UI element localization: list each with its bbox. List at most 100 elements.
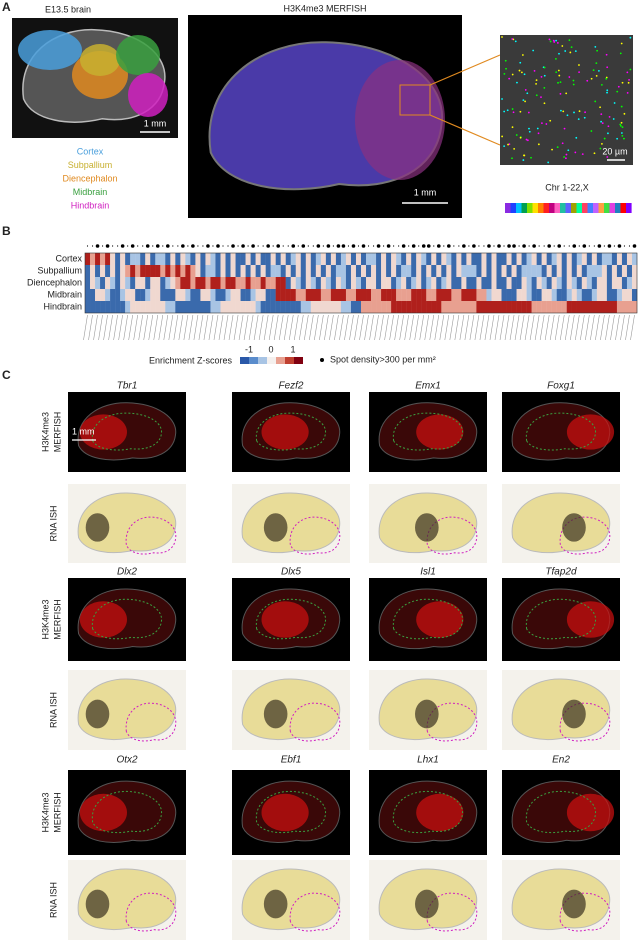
heatmap-cell bbox=[270, 301, 276, 313]
heatmap-cell bbox=[411, 277, 417, 289]
gene-tick bbox=[569, 314, 575, 341]
heatmap-cell bbox=[175, 301, 181, 313]
heatmap-cell bbox=[381, 277, 387, 289]
heatmap-cell bbox=[411, 301, 417, 313]
heatmap-cell bbox=[235, 289, 241, 301]
density-dot bbox=[91, 245, 94, 247]
region-outline bbox=[91, 598, 162, 640]
zoom-spot bbox=[561, 142, 564, 145]
heatmap-cell bbox=[571, 253, 577, 265]
heatmap-cell bbox=[345, 289, 352, 301]
heatmap-cell bbox=[225, 265, 231, 277]
chr-swatch bbox=[565, 203, 572, 213]
density-dot bbox=[453, 245, 455, 247]
gene-tick bbox=[549, 314, 555, 341]
heatmap-cell bbox=[606, 289, 613, 301]
zoom-spot bbox=[501, 98, 503, 100]
heatmap-cell bbox=[591, 277, 598, 289]
heatmap-cell bbox=[160, 253, 166, 265]
heatmap-cell bbox=[451, 277, 457, 289]
heatmap-cell bbox=[581, 289, 588, 301]
gene-tick bbox=[148, 314, 154, 341]
heatmap-cell bbox=[496, 289, 502, 301]
zoom-spot bbox=[503, 72, 506, 75]
heatmap-cell bbox=[396, 253, 402, 265]
heatmap-cell bbox=[406, 265, 412, 277]
heatmap-cell bbox=[551, 253, 557, 265]
gene-tick bbox=[519, 314, 525, 341]
heatmap-cell bbox=[120, 265, 126, 277]
density-dot bbox=[487, 244, 491, 248]
gene-tick bbox=[183, 314, 189, 341]
heatmap-cell bbox=[210, 289, 216, 301]
density-dot bbox=[227, 245, 229, 247]
heatmap-cell bbox=[175, 265, 181, 277]
density-dot bbox=[181, 244, 185, 248]
heatmap-cell bbox=[135, 289, 141, 301]
chr-swatch bbox=[532, 203, 539, 213]
heatmap-cell bbox=[471, 253, 477, 265]
heatmap-cell bbox=[220, 277, 226, 289]
heatmap-row-label: Subpallium bbox=[37, 265, 82, 275]
colorbar-swatch bbox=[285, 357, 294, 364]
zoom-spot bbox=[606, 156, 609, 158]
heatmap-cell bbox=[516, 265, 522, 277]
heatmap-cell bbox=[105, 265, 111, 277]
zoom-spot bbox=[565, 92, 568, 95]
density-dot bbox=[282, 245, 284, 247]
region-overlay bbox=[116, 35, 160, 75]
zoom-spot bbox=[616, 90, 619, 93]
gene-tick bbox=[203, 314, 209, 341]
heatmap-cell bbox=[511, 277, 517, 289]
zoom-spot bbox=[536, 127, 539, 130]
heatmap-cell bbox=[250, 289, 256, 301]
gene-tick bbox=[163, 314, 169, 341]
chr-swatch bbox=[505, 203, 511, 213]
heatmap-cell bbox=[536, 253, 542, 265]
chr-swatch bbox=[510, 203, 517, 213]
heatmap-cell bbox=[290, 253, 296, 265]
heatmap-cell bbox=[586, 253, 593, 265]
heatmap-cell bbox=[606, 253, 613, 265]
heatmap-cell bbox=[300, 253, 306, 265]
heatmap-cell bbox=[160, 289, 166, 301]
heatmap-cell bbox=[235, 253, 241, 265]
gene-tick bbox=[539, 314, 545, 341]
density-dot bbox=[101, 245, 104, 247]
heatmap-cell bbox=[95, 301, 101, 313]
region-overlay bbox=[18, 30, 82, 70]
density-dot bbox=[603, 245, 605, 247]
heatmap-cell bbox=[466, 265, 472, 277]
heatmap-cell bbox=[320, 253, 327, 265]
heatmap-cell bbox=[115, 301, 121, 313]
heatmap-cell bbox=[491, 253, 497, 265]
heatmap-cell bbox=[140, 289, 146, 301]
gene-tick bbox=[514, 314, 520, 341]
heatmap-cell bbox=[556, 289, 562, 301]
heatmap-cell bbox=[481, 277, 487, 289]
heatmap-cell bbox=[340, 253, 347, 265]
chr-swatch bbox=[571, 203, 577, 213]
heatmap-cell bbox=[616, 301, 623, 313]
gene-tick bbox=[529, 314, 535, 341]
density-dot bbox=[312, 245, 314, 247]
density-dot bbox=[578, 245, 580, 247]
heatmap-cell bbox=[556, 265, 562, 277]
heatmap-cell bbox=[486, 289, 492, 301]
gene-tick bbox=[218, 314, 224, 341]
heatmap-cell bbox=[501, 253, 507, 265]
heatmap-cell bbox=[155, 277, 161, 289]
heatmap-cell bbox=[536, 289, 542, 301]
gene-tick bbox=[118, 314, 123, 341]
heatmap-cell bbox=[225, 301, 231, 313]
density-dot bbox=[503, 245, 505, 247]
zoom-spot bbox=[600, 83, 603, 86]
density-dot bbox=[287, 245, 289, 247]
heatmap-cell bbox=[250, 301, 256, 313]
density-dot bbox=[247, 245, 249, 247]
heatmap-cell bbox=[366, 265, 372, 277]
region-outline bbox=[392, 790, 463, 834]
heatmap-cell bbox=[160, 301, 166, 313]
scale-label: 20 µm bbox=[602, 146, 627, 156]
gene-tick bbox=[489, 314, 495, 341]
